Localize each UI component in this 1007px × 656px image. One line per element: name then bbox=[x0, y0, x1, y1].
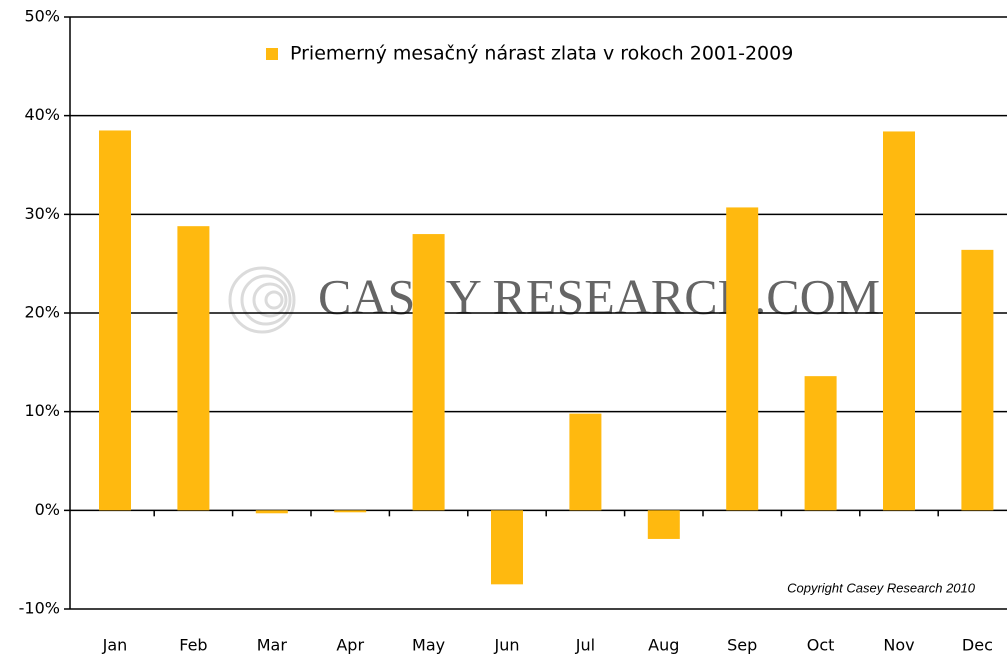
y-tick-label: 10% bbox=[24, 401, 60, 420]
y-tick-label: 40% bbox=[24, 105, 60, 124]
bar bbox=[961, 249, 994, 511]
annotation: Copyright Casey Research 2010 bbox=[787, 580, 976, 595]
x-tick-label: Nov bbox=[883, 636, 914, 655]
x-tick-label: Mar bbox=[257, 636, 288, 655]
y-tick-label: 0% bbox=[35, 500, 60, 519]
x-tick-label: Aug bbox=[648, 636, 679, 655]
x-tick-label: May bbox=[412, 636, 445, 655]
y-tick-label: 50% bbox=[24, 7, 60, 26]
x-tick-label: Sep bbox=[727, 636, 757, 655]
bar bbox=[255, 510, 288, 514]
legend-swatch bbox=[266, 48, 278, 60]
y-tick-label: 20% bbox=[24, 303, 60, 322]
x-tick-label: Apr bbox=[336, 636, 364, 655]
bar bbox=[804, 376, 837, 511]
watermark: CASEY RESEARCH.COM bbox=[318, 268, 880, 324]
bar bbox=[177, 226, 210, 511]
y-tick-label: 30% bbox=[24, 204, 60, 223]
bar bbox=[569, 413, 602, 511]
x-tick-label: Feb bbox=[179, 636, 207, 655]
bar bbox=[99, 130, 131, 511]
bar bbox=[726, 207, 759, 511]
bar bbox=[883, 131, 915, 511]
watermark-logo bbox=[228, 266, 296, 334]
y-tick-label: -10% bbox=[19, 599, 60, 618]
x-tick-label: Jun bbox=[494, 636, 520, 655]
bar bbox=[412, 234, 445, 511]
bar bbox=[334, 510, 367, 513]
x-tick-label: Jan bbox=[102, 636, 128, 655]
x-tick-label: Oct bbox=[807, 636, 835, 655]
x-tick-label: Jul bbox=[575, 636, 595, 655]
bar bbox=[647, 510, 680, 539]
legend-label: Priemerný mesačný nárast zlata v rokoch … bbox=[290, 43, 793, 65]
x-tick-label: Dec bbox=[962, 636, 993, 655]
bar bbox=[491, 510, 523, 585]
